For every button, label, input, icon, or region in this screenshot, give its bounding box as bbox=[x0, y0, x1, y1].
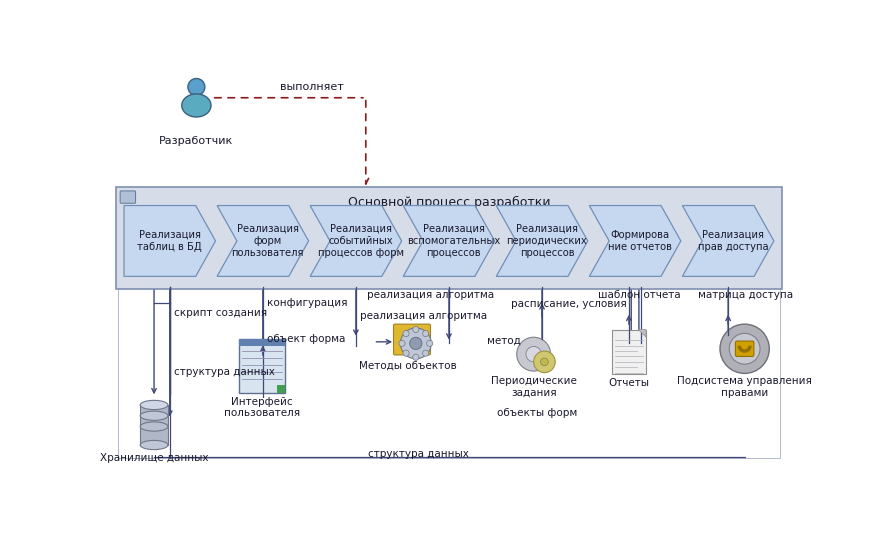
FancyBboxPatch shape bbox=[239, 339, 285, 392]
Text: объект форма: объект форма bbox=[266, 334, 345, 344]
Text: объекты форм: объекты форм bbox=[497, 408, 577, 419]
Circle shape bbox=[413, 326, 419, 332]
FancyBboxPatch shape bbox=[735, 341, 754, 356]
Polygon shape bbox=[310, 205, 402, 276]
Polygon shape bbox=[590, 205, 681, 276]
Polygon shape bbox=[639, 330, 646, 337]
Text: Реализация
форм
пользователя: Реализация форм пользователя bbox=[231, 223, 304, 258]
Circle shape bbox=[400, 328, 431, 359]
Circle shape bbox=[399, 340, 405, 347]
Circle shape bbox=[403, 330, 409, 337]
Text: реализация алгоритма: реализация алгоритма bbox=[367, 290, 495, 300]
Text: Реализация
периодических
процессов: Реализация периодических процессов bbox=[506, 223, 587, 258]
Polygon shape bbox=[403, 205, 495, 276]
Bar bbox=[239, 339, 285, 347]
FancyBboxPatch shape bbox=[120, 191, 136, 203]
Text: Отчеты: Отчеты bbox=[609, 378, 650, 388]
Circle shape bbox=[422, 330, 428, 337]
Circle shape bbox=[533, 351, 555, 373]
Circle shape bbox=[517, 337, 551, 371]
Text: матрица доступа: матрица доступа bbox=[698, 290, 794, 300]
Polygon shape bbox=[682, 205, 774, 276]
FancyBboxPatch shape bbox=[393, 324, 430, 355]
Text: конфигурация: конфигурация bbox=[266, 298, 347, 307]
Circle shape bbox=[729, 334, 760, 364]
Text: Хранилище данных: Хранилище данных bbox=[100, 453, 208, 463]
FancyBboxPatch shape bbox=[612, 330, 646, 374]
Text: структура данных: структура данных bbox=[173, 367, 274, 377]
Circle shape bbox=[526, 347, 541, 362]
Text: Реализация
прав доступа: Реализация прав доступа bbox=[698, 230, 768, 252]
Text: Реализация
событийных
процессов форм: Реализация событийных процессов форм bbox=[318, 223, 404, 258]
FancyBboxPatch shape bbox=[117, 187, 781, 289]
Text: шаблон отчета: шаблон отчета bbox=[598, 290, 681, 300]
Circle shape bbox=[422, 350, 428, 356]
Ellipse shape bbox=[140, 401, 168, 410]
Text: Разработчик: Разработчик bbox=[159, 136, 234, 146]
Bar bbox=[140, 405, 168, 445]
Text: Подсистема управления
правами: Подсистема управления правами bbox=[677, 377, 812, 398]
Text: реализация алгоритма: реализация алгоритма bbox=[360, 311, 487, 320]
Text: Интерфейс
пользователя: Интерфейс пользователя bbox=[223, 397, 300, 418]
Ellipse shape bbox=[140, 440, 168, 450]
Circle shape bbox=[540, 358, 548, 366]
Text: скрипт создания: скрипт создания bbox=[173, 308, 267, 318]
Circle shape bbox=[427, 340, 433, 347]
Ellipse shape bbox=[140, 422, 168, 431]
Circle shape bbox=[403, 350, 409, 356]
Text: выполняет: выполняет bbox=[280, 82, 343, 92]
Text: Основной процесс разработки: Основной процесс разработки bbox=[348, 196, 550, 209]
Ellipse shape bbox=[181, 94, 211, 117]
Text: Реализация
вспомогательных
процессов: Реализация вспомогательных процессов bbox=[407, 223, 500, 258]
Text: Методы объектов: Методы объектов bbox=[359, 361, 457, 371]
Bar bbox=[277, 385, 285, 392]
Polygon shape bbox=[124, 205, 215, 276]
Circle shape bbox=[413, 354, 419, 360]
Text: Реализация
таблиц в БД: Реализация таблиц в БД bbox=[138, 230, 202, 252]
Ellipse shape bbox=[188, 78, 205, 95]
Text: структура данных: структура данных bbox=[368, 449, 469, 459]
Text: Периодические
задания: Периодические задания bbox=[491, 376, 576, 397]
Circle shape bbox=[410, 337, 422, 349]
Text: метод: метод bbox=[487, 336, 521, 346]
Text: расписание, условия: расписание, условия bbox=[511, 299, 626, 309]
Text: Формирова
ние отчетов: Формирова ние отчетов bbox=[608, 230, 672, 252]
Polygon shape bbox=[217, 205, 308, 276]
Circle shape bbox=[720, 324, 769, 373]
Polygon shape bbox=[496, 205, 588, 276]
Ellipse shape bbox=[140, 411, 168, 420]
